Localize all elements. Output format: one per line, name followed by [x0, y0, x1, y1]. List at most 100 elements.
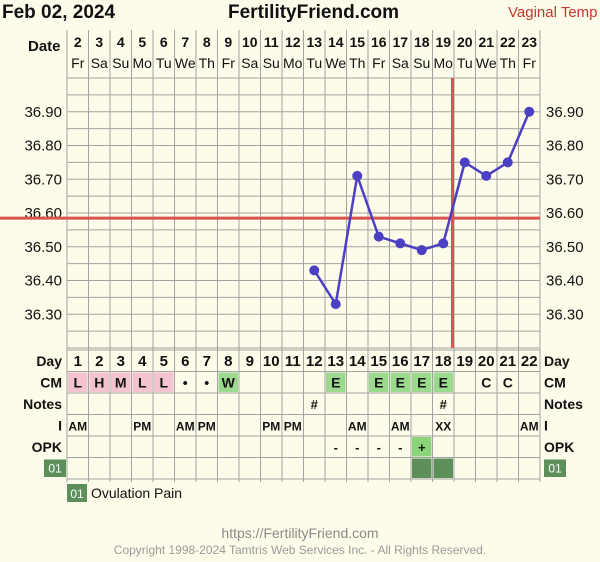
cm-value: L [73, 375, 82, 391]
y-tick-label-left: 36.80 [24, 138, 62, 155]
cm-value: E [396, 375, 405, 391]
date-label: 13 [306, 34, 322, 50]
legend-code: 01 [70, 487, 84, 501]
cycle-day-label: 9 [246, 353, 254, 370]
date-label: 11 [264, 34, 279, 50]
cm-cell-fill [390, 372, 410, 392]
weekday-label: We [175, 55, 196, 71]
cm-value: E [417, 375, 426, 391]
date-label: 19 [435, 34, 451, 50]
weekday-label: We [476, 55, 497, 71]
temperature-point [309, 265, 320, 276]
cycle-day-label: 18 [435, 353, 452, 370]
y-tick-label-right: 36.60 [546, 205, 584, 222]
cycle-day-label: 12 [306, 353, 323, 370]
weekday-label: Sa [241, 55, 258, 71]
weekday-label: Sa [392, 55, 409, 71]
cm-cell-fill [369, 372, 389, 392]
weekday-label: Fr [71, 55, 85, 71]
cycle-day-label: 16 [392, 353, 409, 370]
cycle-day-label: 17 [413, 353, 430, 370]
row-label-right: Notes [544, 396, 583, 412]
cycle-day-label: 14 [349, 353, 366, 370]
cm-cell-fill [218, 372, 238, 392]
cycle-day-label: 3 [117, 353, 125, 370]
chart-date-title: Feb 02, 2024 [2, 2, 116, 23]
date-label: 17 [392, 34, 408, 50]
date-label: 6 [160, 34, 168, 50]
opk-value: - [334, 440, 338, 455]
date-label: 12 [285, 34, 301, 50]
temperature-point [524, 106, 535, 117]
cm-value: E [374, 375, 383, 391]
legend-text: Ovulation Pain [91, 485, 182, 501]
weekday-label: Fr [372, 55, 386, 71]
date-label: 16 [371, 34, 387, 50]
intercourse-value: AM [520, 420, 539, 434]
intercourse-value: PM [133, 420, 151, 434]
intercourse-value: AM [348, 420, 367, 434]
symptom-code-box-left [44, 459, 66, 477]
cm-value: • [183, 375, 188, 391]
footer-url[interactable]: https://FertilityFriend.com [221, 525, 379, 541]
cycle-day-label: 15 [370, 353, 387, 370]
opk-value: - [377, 440, 381, 455]
ovulation-pain-marker [412, 458, 432, 478]
cycle-day-label: 11 [285, 353, 301, 370]
y-tick-label-left: 36.30 [24, 306, 62, 323]
y-tick-label-right: 36.50 [546, 239, 584, 256]
weekday-label: Th [199, 55, 215, 71]
weekday-label: Sa [91, 55, 108, 71]
row-label-right: I [544, 418, 548, 434]
cycle-day-label: 5 [160, 353, 168, 370]
temperature-point [330, 299, 341, 310]
weekday-label: Su [413, 55, 430, 71]
y-tick-label-left: 36.70 [24, 171, 62, 188]
cm-cell-fill [412, 372, 432, 392]
cycle-day-label: 20 [478, 353, 495, 370]
intercourse-value: AM [68, 420, 87, 434]
weekday-label: Su [263, 55, 280, 71]
date-label: 18 [414, 34, 430, 50]
weekday-label: Th [349, 55, 365, 71]
y-tick-label-left: 36.40 [24, 273, 62, 290]
opk-positive-fill [412, 437, 432, 457]
site-title: FertilityFriend.com [228, 2, 400, 23]
cycle-day-label: 22 [521, 353, 538, 370]
row-label-right: OPK [544, 439, 574, 455]
temperature-point [373, 231, 384, 242]
cm-cell-fill [132, 372, 152, 392]
weekday-label: Su [112, 55, 129, 71]
cm-cell-fill [433, 372, 453, 392]
cm-value: • [204, 375, 209, 391]
date-label: 21 [478, 34, 494, 50]
y-tick-label-right: 36.40 [546, 273, 584, 290]
temperature-point [481, 170, 492, 181]
cm-value: L [138, 375, 147, 391]
cm-cell-fill [68, 372, 88, 392]
y-tick-label-right: 36.70 [546, 171, 584, 188]
legend-swatch [67, 484, 87, 502]
weekday-label: We [325, 55, 346, 71]
weekday-label: Th [500, 55, 516, 71]
opk-value: - [355, 440, 359, 455]
cm-value: E [439, 375, 448, 391]
cm-value: E [331, 375, 340, 391]
date-label: 4 [117, 34, 125, 50]
notes-value: # [311, 397, 319, 412]
weekday-label: Tu [306, 55, 322, 71]
row-label-left: CM [40, 375, 62, 391]
cm-cell-fill [326, 372, 346, 392]
weekday-label: Mo [283, 55, 303, 71]
ovulation-pain-marker [433, 458, 453, 478]
row-label-right: Day [544, 353, 570, 369]
date-label: 5 [138, 34, 146, 50]
cm-value: M [115, 375, 127, 391]
cycle-day-label: 1 [74, 353, 82, 370]
fertility-chart: Date 2 3 4 5 6 7 8 9 10 11 12 13 14 15 16 17 18 19 20 21 22 23… [0, 30, 584, 502]
weekday-label: Tu [457, 55, 473, 71]
row-label-left: I [58, 418, 62, 434]
date-label: 7 [181, 34, 189, 50]
opk-value: - [398, 440, 402, 455]
date-row-label: Date [28, 38, 61, 55]
